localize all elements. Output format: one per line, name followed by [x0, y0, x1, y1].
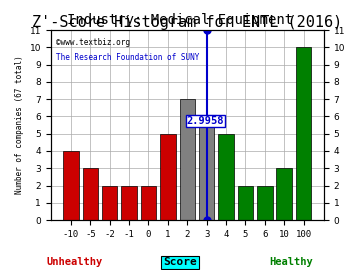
Bar [180, 99, 195, 220]
Title: Z'-Score Histogram for ENTL (2016): Z'-Score Histogram for ENTL (2016) [32, 15, 342, 30]
Bar [257, 185, 273, 220]
Bar [199, 116, 215, 220]
Text: Unhealthy: Unhealthy [47, 257, 103, 267]
Bar [276, 168, 292, 220]
Bar [160, 134, 176, 220]
Bar [82, 168, 98, 220]
Text: The Research Foundation of SUNY: The Research Foundation of SUNY [56, 53, 199, 62]
Text: Score: Score [163, 257, 197, 267]
Text: Healthy: Healthy [269, 257, 313, 267]
Bar [218, 134, 234, 220]
Y-axis label: Number of companies (67 total): Number of companies (67 total) [15, 56, 24, 194]
Bar [63, 151, 79, 220]
Bar [238, 185, 253, 220]
Text: Industry: Medical Equipment: Industry: Medical Equipment [67, 13, 293, 27]
Text: 2.9958: 2.9958 [187, 116, 224, 126]
Bar [296, 47, 311, 220]
Bar [121, 185, 137, 220]
Bar [102, 185, 117, 220]
Bar [141, 185, 156, 220]
Text: ©www.textbiz.org: ©www.textbiz.org [56, 38, 130, 47]
